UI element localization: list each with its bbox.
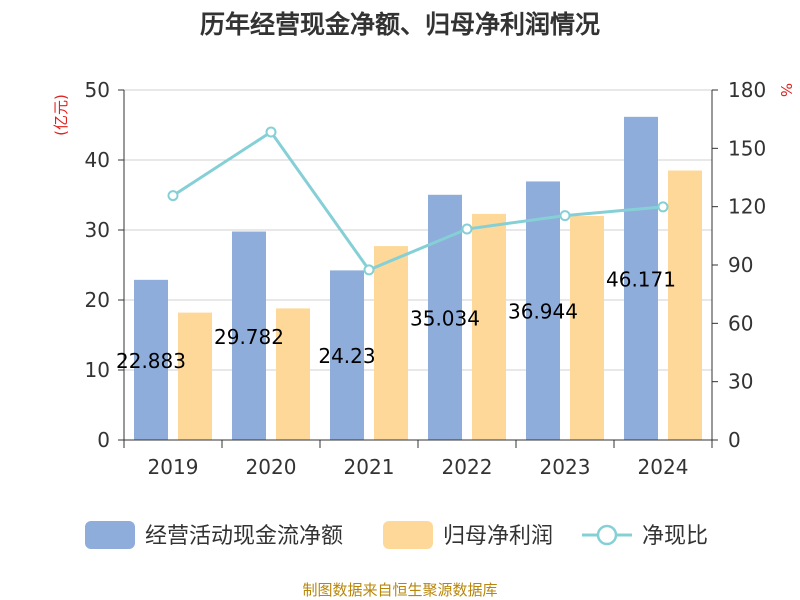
right-tick-label: 60 xyxy=(728,311,753,335)
chart-title: 历年经营现金净额、归母净利润情况 xyxy=(200,10,600,39)
cashflow-data-label: 24.23 xyxy=(318,344,375,368)
x-tick-label: 2024 xyxy=(638,455,689,479)
legend-swatch-ratio-marker xyxy=(596,524,618,546)
cashflow-bar xyxy=(624,116,658,440)
x-tick-label: 2022 xyxy=(442,455,493,479)
ratio-line xyxy=(167,126,669,276)
net-profit-bar xyxy=(178,312,212,440)
x-tick-label: 2019 xyxy=(148,455,199,479)
right-tick-label: 180 xyxy=(728,78,766,102)
legend-label-cashflow: 经营活动现金流净额 xyxy=(145,524,343,549)
ratio-point xyxy=(461,223,473,235)
cashflow-data-label: 36.944 xyxy=(508,300,578,324)
legend-label-ratio: 净现比 xyxy=(642,524,708,549)
x-tick-label: 2023 xyxy=(540,455,591,479)
right-tick-label: 120 xyxy=(728,195,766,219)
ratio-line-path xyxy=(172,129,664,272)
net-profit-bar xyxy=(374,246,408,440)
right-tick-label: 30 xyxy=(728,370,753,394)
right-tick-label: 150 xyxy=(728,136,766,160)
legend-swatch-cashflow xyxy=(85,521,135,549)
x-tick-label: 2021 xyxy=(344,455,395,479)
legend: 经营活动现金流净额 归母净利润 净现比 xyxy=(85,521,708,549)
cashflow-bar xyxy=(330,270,364,440)
left-axis-unit: (亿元) xyxy=(52,94,70,136)
ratio-point xyxy=(167,190,179,202)
left-tick-label: 0 xyxy=(97,428,110,452)
net-profit-bar xyxy=(276,308,310,440)
net-profit-bar xyxy=(668,170,702,440)
right-axis-unit: % xyxy=(777,83,795,97)
left-tick-label: 40 xyxy=(85,148,110,172)
bars xyxy=(134,116,702,441)
left-tick-label: 30 xyxy=(85,218,110,242)
left-tick-label: 50 xyxy=(85,78,110,102)
right-tick-label: 90 xyxy=(728,253,753,277)
net-profit-bar xyxy=(570,216,604,440)
left-tick-label: 20 xyxy=(85,288,110,312)
cashflow-data-label: 46.171 xyxy=(606,267,676,291)
source-note: 制图数据来自恒生聚源数据库 xyxy=(302,581,497,599)
cashflow-bar xyxy=(232,231,266,440)
net-profit-bar xyxy=(472,213,506,440)
data-labels: 22.883 29.782 24.23 35.034 36.944 46.171 xyxy=(116,267,676,373)
ratio-point xyxy=(559,210,571,222)
legend-swatch-profit xyxy=(383,521,433,549)
cashflow-data-label: 35.034 xyxy=(410,306,480,330)
x-tick-label: 2020 xyxy=(246,455,297,479)
left-tick-label: 10 xyxy=(85,358,110,382)
ratio-point xyxy=(363,264,375,276)
cashflow-bar xyxy=(526,181,560,441)
legend-label-profit: 归母净利润 xyxy=(443,524,553,549)
gridlines xyxy=(124,89,712,371)
axes: 0 10 20 30 40 50 0 30 60 90 120 150 180 2019 2020 2021 2… xyxy=(85,78,767,479)
cashflow-data-label: 22.883 xyxy=(116,349,186,373)
cashflow-data-label: 29.782 xyxy=(214,325,284,349)
ratio-point xyxy=(657,201,669,213)
cashflow-bar xyxy=(428,194,462,440)
cashflow-bar xyxy=(134,279,168,440)
ratio-point xyxy=(265,126,277,138)
right-tick-label: 0 xyxy=(728,428,741,452)
